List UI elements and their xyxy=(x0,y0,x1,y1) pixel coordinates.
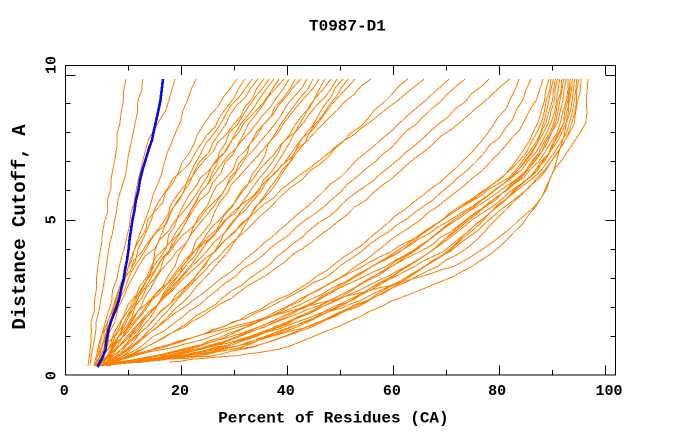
svg-text:Distance Cutoff, A: Distance Cutoff, A xyxy=(9,124,31,330)
svg-text:0: 0 xyxy=(60,383,69,400)
svg-text:T0987-D1: T0987-D1 xyxy=(309,18,386,36)
svg-text:80: 80 xyxy=(488,383,506,400)
svg-text:100: 100 xyxy=(595,383,622,400)
svg-text:5: 5 xyxy=(44,215,61,224)
svg-text:40: 40 xyxy=(277,383,295,400)
svg-text:20: 20 xyxy=(171,383,189,400)
svg-text:Percent of Residues (CA): Percent of Residues (CA) xyxy=(218,409,448,427)
svg-text:10: 10 xyxy=(44,56,61,74)
svg-text:0: 0 xyxy=(44,371,61,380)
svg-text:60: 60 xyxy=(383,383,401,400)
